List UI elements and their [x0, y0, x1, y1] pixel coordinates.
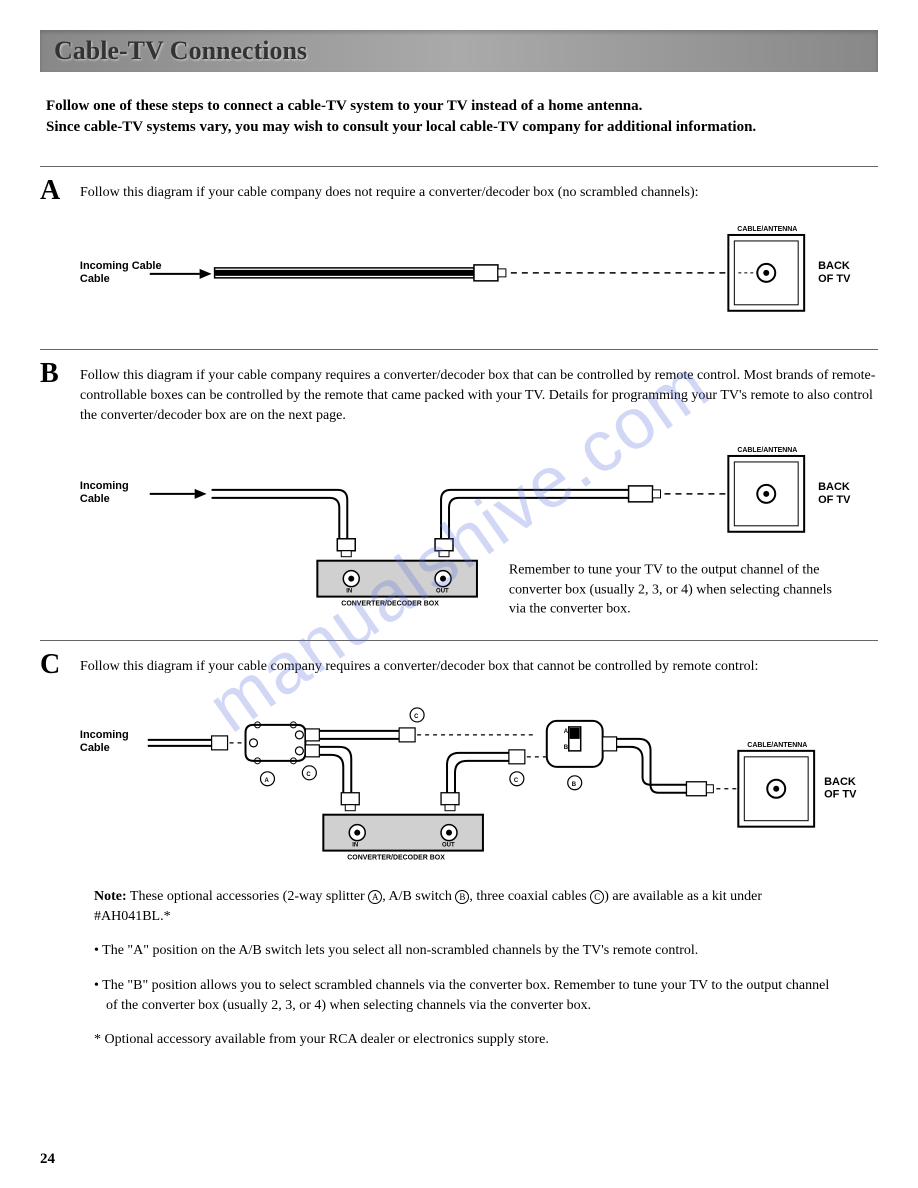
svg-text:IN: IN: [352, 843, 358, 849]
back-of-tv-label: BACK: [818, 260, 850, 272]
svg-text:Incoming: Incoming: [80, 480, 129, 492]
svg-text:OF TV: OF TV: [818, 273, 851, 285]
section-head: C Follow this diagram if your cable comp…: [40, 651, 878, 679]
circled-b-icon: B: [455, 890, 469, 904]
intro-line-2: Since cable-TV systems vary, you may wis…: [46, 119, 756, 135]
circled-a-icon: A: [368, 890, 382, 904]
page-title: Cable-TV Connections: [54, 36, 864, 66]
svg-text:OF TV: OF TV: [824, 789, 857, 801]
svg-text:OUT: OUT: [442, 843, 455, 849]
svg-text:C: C: [414, 714, 419, 720]
section-letter-b: B: [40, 360, 70, 388]
svg-text:IN: IN: [346, 588, 352, 594]
svg-text:Cable: Cable: [80, 492, 110, 504]
section-letter-c: C: [40, 651, 70, 679]
section-head: B Follow this diagram if your cable comp…: [40, 360, 878, 427]
section-c-desc: Follow this diagram if your cable compan…: [80, 651, 758, 677]
bullet-1: • The "A" position on the A/B switch let…: [94, 941, 838, 961]
incoming-label: Incoming Cable: [80, 260, 162, 272]
note-label: Note:: [94, 889, 127, 904]
svg-text:B: B: [564, 745, 569, 751]
page-header-bar: Cable-TV Connections: [40, 30, 878, 72]
svg-text:CONVERTER/DECODER BOX: CONVERTER/DECODER BOX: [347, 855, 445, 862]
bullet-2: • The "B" position allows you to select …: [94, 976, 838, 1017]
svg-text:A: A: [564, 729, 569, 735]
section-a: A Follow this diagram if your cable comp…: [40, 166, 878, 329]
page-number: 24: [40, 1151, 55, 1168]
incoming-label2: Cable: [80, 273, 110, 285]
svg-text:B: B: [572, 782, 577, 788]
section-a-desc: Follow this diagram if your cable compan…: [80, 177, 699, 203]
diagram-a: Incoming Cable Cable CABLE/ANTE: [40, 219, 878, 329]
svg-text:C: C: [514, 778, 519, 784]
diagram-b: Incoming Cable IN OUT CONVERTER/DECODER …: [40, 441, 878, 621]
intro-text: Follow one of these steps to connect a c…: [40, 96, 878, 138]
svg-text:CABLE/ANTENNA: CABLE/ANTENNA: [737, 447, 797, 454]
section-c: C Follow this diagram if your cable comp…: [40, 640, 878, 1050]
diagram-c: Incoming Cable A: [40, 693, 878, 873]
svg-text:OF TV: OF TV: [818, 493, 851, 505]
svg-text:BACK: BACK: [824, 776, 856, 788]
svg-text:A: A: [264, 778, 269, 784]
svg-text:BACK: BACK: [818, 481, 850, 493]
svg-text:C: C: [306, 772, 311, 778]
svg-text:Incoming: Incoming: [80, 729, 129, 741]
footnote: * Optional accessory available from your…: [94, 1030, 838, 1050]
svg-text:OUT: OUT: [436, 588, 449, 594]
section-b-desc: Follow this diagram if your cable compan…: [80, 360, 878, 427]
section-b: B Follow this diagram if your cable comp…: [40, 349, 878, 620]
section-c-notes: Note: These optional accessories (2-way …: [40, 883, 878, 1051]
section-head: A Follow this diagram if your cable comp…: [40, 177, 878, 205]
svg-text:CONVERTER/DECODER BOX: CONVERTER/DECODER BOX: [341, 600, 439, 607]
manual-page: Cable-TV Connections Follow one of these…: [0, 0, 918, 1091]
note-main: Note: These optional accessories (2-way …: [94, 887, 838, 928]
section-letter-a: A: [40, 177, 70, 205]
circled-c-icon: C: [590, 890, 604, 904]
svg-text:Cable: Cable: [80, 742, 110, 754]
intro-line-1: Follow one of these steps to connect a c…: [46, 98, 642, 114]
cable-antenna-label: CABLE/ANTENNA: [737, 226, 797, 233]
section-b-note: Remember to tune your TV to the output c…: [509, 560, 848, 619]
svg-text:CABLE/ANTENNA: CABLE/ANTENNA: [747, 742, 807, 749]
